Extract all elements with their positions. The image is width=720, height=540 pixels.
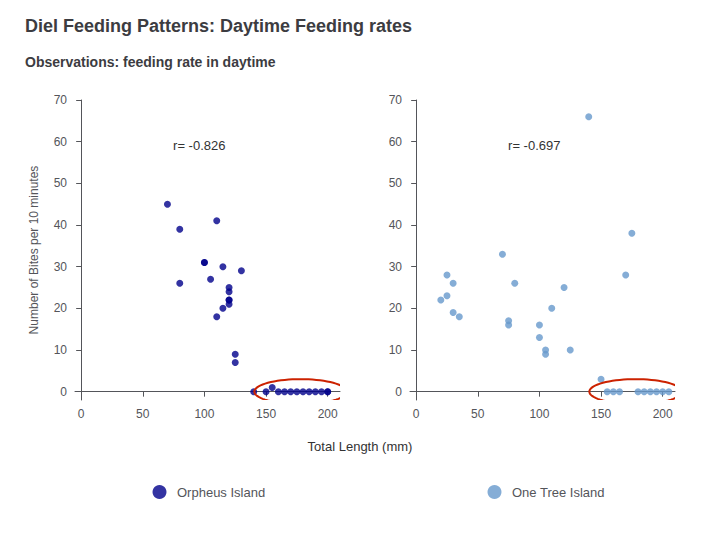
svg-text:40: 40 xyxy=(389,218,403,232)
svg-text:70: 70 xyxy=(54,93,68,107)
svg-text:10: 10 xyxy=(389,343,403,357)
svg-text:200: 200 xyxy=(653,407,673,421)
svg-text:One Tree Island: One Tree Island xyxy=(512,485,605,500)
svg-text:60: 60 xyxy=(389,135,403,149)
svg-text:r= -0.697: r= -0.697 xyxy=(508,138,560,153)
svg-text:Orpheus Island: Orpheus Island xyxy=(177,485,265,500)
svg-text:40: 40 xyxy=(54,218,68,232)
svg-text:60: 60 xyxy=(54,135,68,149)
svg-text:0: 0 xyxy=(60,385,67,399)
svg-text:Number of Bites per 10 minutes: Number of Bites per 10 minutes xyxy=(27,166,41,335)
svg-text:50: 50 xyxy=(136,407,150,421)
svg-text:0: 0 xyxy=(78,407,85,421)
svg-text:100: 100 xyxy=(529,407,549,421)
svg-text:70: 70 xyxy=(389,93,403,107)
svg-text:r= -0.826: r= -0.826 xyxy=(173,138,225,153)
svg-text:50: 50 xyxy=(389,176,403,190)
svg-text:100: 100 xyxy=(194,407,214,421)
svg-text:30: 30 xyxy=(389,260,403,274)
svg-text:10: 10 xyxy=(54,343,68,357)
svg-text:20: 20 xyxy=(389,301,403,315)
svg-text:50: 50 xyxy=(54,176,68,190)
svg-text:0: 0 xyxy=(395,385,402,399)
svg-text:200: 200 xyxy=(318,407,338,421)
svg-text:Total Length (mm): Total Length (mm) xyxy=(308,439,413,454)
svg-text:30: 30 xyxy=(54,260,68,274)
svg-text:20: 20 xyxy=(54,301,68,315)
svg-text:0: 0 xyxy=(413,407,420,421)
svg-text:50: 50 xyxy=(471,407,485,421)
svg-text:150: 150 xyxy=(591,407,611,421)
svg-text:Observations: feeding rate in: Observations: feeding rate in daytime xyxy=(25,54,276,70)
svg-text:Diel Feeding Patterns: Daytime: Diel Feeding Patterns: Daytime Feeding r… xyxy=(25,16,412,36)
svg-text:150: 150 xyxy=(256,407,276,421)
